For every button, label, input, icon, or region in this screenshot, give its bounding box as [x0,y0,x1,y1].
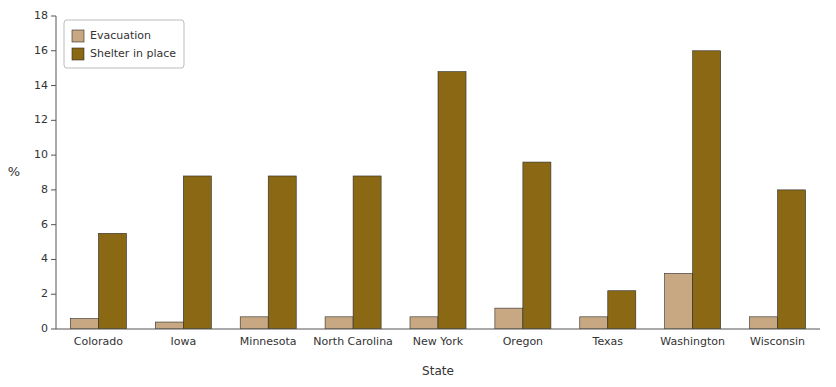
x-tick-label: Texas [592,335,624,348]
bar [70,319,98,329]
chart-svg: 0 2 4 6 8 10 12 14 16 18% Colorado Iowa Minnesota Nor… [0,0,836,387]
y-tick [51,85,56,86]
legend-label: Evacuation [90,29,151,42]
bar [580,317,608,329]
y-axis: 0 2 4 6 8 10 12 14 16 18 [34,9,56,335]
y-axis-label: % [8,164,20,179]
y-tick [51,155,56,156]
bar [495,308,523,329]
x-tick-label: Wisconsin [750,335,805,348]
y-tick-label: 8 [41,183,48,196]
y-tick [51,224,56,225]
y-tick [51,50,56,51]
y-tick-label: 2 [41,287,48,300]
y-tick-label: 10 [34,148,48,161]
legend-box [64,20,184,68]
bar [608,291,636,329]
bar [665,273,693,329]
bar [523,162,551,329]
y-tick-label: 4 [41,252,48,265]
legend-label: Shelter in place [90,47,176,60]
x-tick-label: Minnesota [240,335,297,348]
bar [268,176,296,329]
y-tick-label: 12 [34,113,48,126]
chart-container: 0 2 4 6 8 10 12 14 16 18% Colorado Iowa Minnesota Nor… [0,0,836,387]
x-tick-label: New York [413,335,464,348]
y-tick [51,329,56,330]
legend-swatch [72,48,84,60]
y-tick-label: 18 [34,9,48,22]
y-tick [51,294,56,295]
bar [750,317,778,329]
y-tick-label: 16 [34,44,48,57]
bar [778,190,806,329]
y-tick [51,120,56,121]
y-tick-label: 14 [34,79,48,92]
y-tick [51,259,56,260]
bar [240,317,268,329]
x-tick-label: Oregon [503,335,543,348]
x-axis-label: State [422,364,454,378]
legend-swatch [72,30,84,42]
y-tick [51,16,56,17]
x-tick-label: Iowa [170,335,196,348]
bar [693,51,721,329]
bar [438,72,466,329]
y-tick-label: 6 [41,218,48,231]
bar [325,317,353,329]
bar [410,317,438,329]
bar [155,322,183,329]
x-axis: Colorado Iowa Minnesota North Carolina New Y… [56,329,820,348]
x-tick-label: Washington [660,335,725,348]
y-tick-label: 0 [41,322,48,335]
bar [98,233,126,329]
bar [353,176,381,329]
x-tick-label: North Carolina [313,335,393,348]
x-tick-label: Colorado [74,335,123,348]
bar [183,176,211,329]
x-axis-line [56,329,820,330]
bars [70,51,805,329]
y-axis-line [56,16,57,329]
legend: Evacuation Shelter in place [64,20,184,68]
y-tick [51,189,56,190]
